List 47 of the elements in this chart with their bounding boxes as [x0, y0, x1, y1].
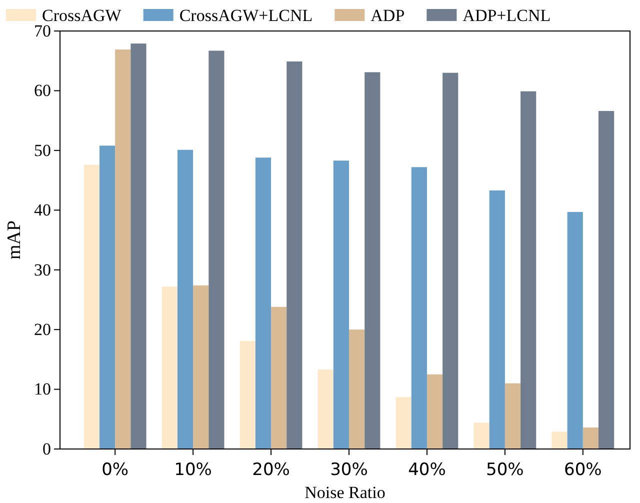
legend-label: CrossAGW+LCNL — [179, 6, 313, 25]
bar — [582, 428, 599, 449]
bar — [411, 167, 427, 449]
x-tick-label: 40% — [408, 460, 446, 480]
bar — [396, 397, 412, 449]
y-tick-label: 20 — [34, 320, 51, 340]
y-tick-label: 50 — [34, 140, 51, 160]
bar — [520, 91, 536, 449]
x-tick-label: 30% — [330, 460, 368, 480]
y-tick-label: 40 — [34, 200, 51, 220]
bar — [271, 306, 287, 449]
bar — [567, 212, 583, 449]
bar — [240, 340, 256, 449]
bar — [115, 50, 131, 449]
y-axis-title: mAP — [4, 220, 25, 260]
bar — [177, 150, 194, 449]
legend-label: ADP — [370, 6, 405, 25]
bar — [99, 146, 116, 449]
bar — [255, 158, 272, 449]
bar — [130, 44, 146, 449]
x-tick-label: 60% — [564, 460, 602, 480]
x-axis-title: Noise Ratio — [304, 483, 386, 502]
x-tick-label: 50% — [486, 460, 524, 480]
bar — [598, 111, 614, 449]
x-tick-label: 20% — [252, 460, 290, 480]
x-tick-label: 10% — [174, 460, 212, 480]
bar — [364, 72, 380, 449]
bar — [208, 50, 224, 449]
y-tick-label: 0 — [42, 439, 51, 458]
legend-label: ADP+LCNL — [462, 6, 551, 25]
bar — [426, 374, 443, 449]
y-tick-label: 60 — [34, 81, 51, 100]
bar — [349, 330, 365, 449]
bar — [318, 370, 334, 449]
bar — [162, 286, 178, 449]
bar — [504, 383, 521, 449]
x-tick-label: 0% — [102, 460, 129, 480]
bar — [489, 190, 505, 449]
bar — [474, 422, 490, 449]
bar — [333, 160, 349, 449]
bar — [84, 164, 100, 449]
bar — [552, 432, 568, 449]
bar — [286, 61, 302, 449]
bar — [442, 72, 458, 449]
y-tick-label: 10 — [34, 380, 51, 399]
bar — [193, 285, 209, 449]
y-tick-label: 30 — [34, 260, 51, 280]
